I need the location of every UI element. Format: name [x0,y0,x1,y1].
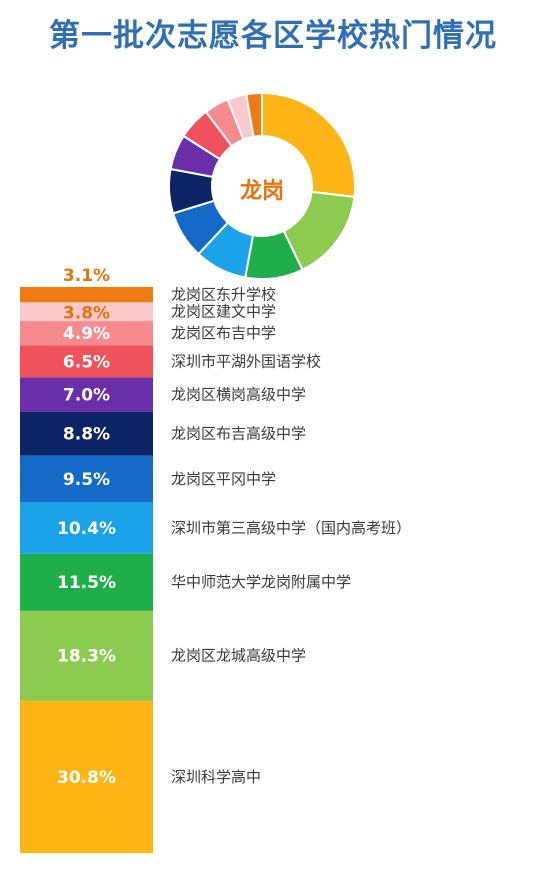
bar-value-label: 3.1% [63,266,110,286]
donut-center-label: 龙岗 [240,179,284,204]
bar-segment [20,411,153,456]
donut-chart [168,91,356,280]
bar-segment [20,610,153,701]
donut-slice [245,91,263,138]
school-label: 龙岗区龙城高级中学 [171,647,306,665]
bar-value-label: 18.3% [57,647,116,667]
donut-slice [261,91,356,199]
stacked-bar: 30.8% 深圳科学高中 18.3% 龙岗区龙城高级中学 11.5% 华中师范大学龙岗附属… [20,266,411,853]
school-label: 深圳市第三高级中学（国内高考班） [171,519,411,537]
school-label: 龙岗区横岗高级中学 [171,386,306,404]
bar-value-label: 4.9% [63,324,110,344]
bar-value-label: 11.5% [57,573,116,593]
school-label: 龙岗区布吉高级中学 [171,425,306,443]
bar-segment [20,455,153,503]
bar-value-label: 8.8% [63,425,110,445]
bar-value-label: 7.0% [63,386,110,406]
bar-value-label: 9.5% [63,470,110,490]
bar-segment [20,321,153,346]
bar-value-label: 30.8% [57,768,116,788]
bar-value-label: 10.4% [57,519,116,539]
page-title: 第一批次志愿各区学校热门情况 [49,18,497,54]
bar-segment [20,502,153,554]
school-label: 深圳市平湖外国语学校 [171,352,321,370]
bar-value-label: 3.8% [63,304,110,324]
school-label: 华中师范大学龙岗附属中学 [171,573,351,591]
school-label: 龙岗区东升学校 [171,286,276,304]
school-label: 龙岗区建文中学 [171,303,276,321]
bar-segment [20,345,153,378]
bar-segment [20,553,153,611]
bar-segment [20,302,153,322]
bar-segment [20,377,153,412]
school-label: 龙岗区平冈中学 [171,470,276,488]
bar-value-label: 6.5% [63,352,110,372]
bar-segment [20,287,153,303]
school-label: 龙岗区布吉中学 [171,324,276,342]
bar-segment [20,700,153,853]
school-label: 深圳科学高中 [171,768,261,786]
